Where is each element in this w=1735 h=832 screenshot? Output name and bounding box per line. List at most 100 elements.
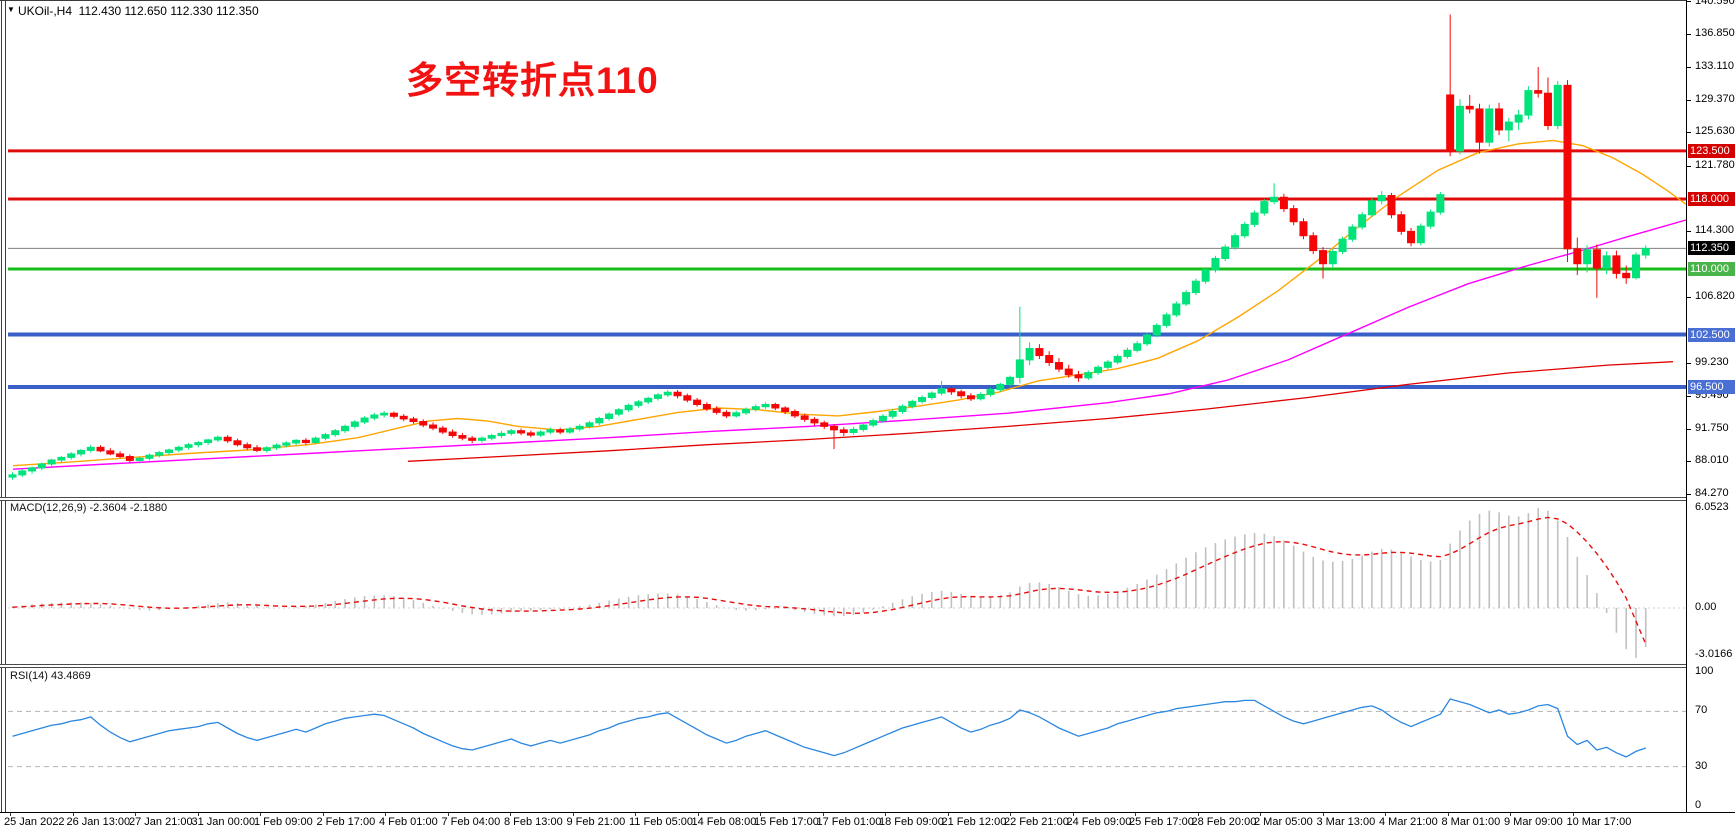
time-tick-mark (260, 813, 261, 816)
candle-body (164, 449, 173, 454)
candle-body (1495, 108, 1504, 131)
price-tick-label: 136.850 (1695, 27, 1735, 40)
price-tick-mark (1687, 428, 1691, 430)
time-axis[interactable]: 25 Jan 2022 26 Jan 13:00 27 Jan 21:00 31 Ja… (0, 812, 1735, 832)
time-tick-mark (72, 813, 74, 816)
macd-panel-canvas[interactable] (8, 500, 1686, 659)
time-tick-mark (385, 813, 386, 816)
time-tick-mark (197, 813, 199, 816)
candle-body (1142, 334, 1151, 345)
price-tick-mark (1687, 66, 1691, 68)
time-tick-mark (1385, 813, 1386, 816)
candle-body (1211, 257, 1220, 271)
candle-body (1103, 361, 1112, 368)
candle-body (1035, 348, 1044, 357)
candle-body (1387, 195, 1396, 216)
candle-body (213, 436, 222, 441)
candle-body (546, 429, 555, 433)
time-tick-mark (697, 813, 699, 816)
time-axis-label: 26 Jan 13:00 (66, 816, 131, 828)
chart-title: UKOil-,H4 112.430 112.650 112.330 112.35… (18, 4, 259, 18)
candle-body (37, 463, 46, 469)
rsi-panel-canvas[interactable] (8, 668, 1686, 810)
candle-body (849, 428, 858, 433)
candle-body (311, 437, 320, 444)
candle-body (556, 429, 565, 433)
candle-body (1191, 280, 1200, 294)
candle-body (888, 410, 897, 417)
candle-body (1465, 105, 1474, 110)
candle-body (448, 431, 457, 437)
price-tick-mark (1687, 363, 1691, 365)
candle-body (947, 388, 956, 393)
price-tick-label: 91.750 (1695, 421, 1729, 434)
candle-body (1631, 254, 1640, 279)
price-tick-label: 114.300 (1695, 224, 1734, 237)
candle-body (800, 415, 809, 420)
candle-body (86, 446, 95, 451)
candle-body (272, 444, 281, 449)
candle-body (1289, 208, 1298, 223)
macd-indicator-label: MACD(12,26,9) -2.3604 -2.1880 (10, 502, 168, 514)
price-tick-label: 84.270 (1695, 486, 1729, 499)
panel-divider-macd[interactable] (0, 497, 1735, 501)
price-tick-mark (1687, 34, 1691, 36)
symbol-dropdown-icon[interactable]: ▼ (7, 5, 15, 14)
time-tick-mark (760, 813, 761, 816)
candle-body (1025, 348, 1034, 361)
time-axis-label: 27 Jan 21:00 (129, 816, 193, 828)
main-chart-canvas[interactable] (8, 0, 1687, 497)
time-tick-mark (1447, 813, 1449, 816)
time-tick-mark (1260, 813, 1261, 816)
time-axis-label: 8 Mar 01:00 (1441, 816, 1501, 828)
candle-body (8, 474, 17, 478)
candle-body (1348, 226, 1357, 240)
candle-body (194, 442, 203, 446)
candle-body (732, 412, 741, 417)
level-price-label: 102.500 (1688, 327, 1735, 342)
candle-body (477, 437, 486, 441)
candle-body (18, 470, 27, 476)
candle-body (1592, 249, 1601, 269)
macd-axis-label: -3.0166 (1695, 648, 1733, 660)
candle-body (341, 425, 350, 432)
candle-body (1641, 247, 1650, 256)
candle-body (1543, 92, 1552, 127)
time-axis-label: 17 Feb 01:00 (816, 816, 882, 828)
candle-body (1563, 84, 1572, 250)
candle-body (810, 418, 819, 424)
candle-body (360, 417, 369, 423)
time-axis-label: 10 Mar 17:00 (1566, 816, 1632, 828)
candle-body (1475, 108, 1484, 143)
candle-body (536, 431, 545, 436)
price-axis[interactable]: 140.590 136.850 133.110 129.370 125.630 121.7… (1686, 0, 1735, 812)
level-price-label: 123.500 (1688, 143, 1735, 158)
candle-body (125, 456, 134, 461)
candle-body (839, 429, 848, 433)
rsi-indicator-label: RSI(14) 43.4869 (10, 670, 91, 682)
candle-body (487, 435, 496, 439)
candle-body (996, 383, 1005, 391)
candle-body (742, 408, 750, 414)
time-axis-label: 1 Feb 09:00 (254, 816, 313, 828)
candle-body (898, 405, 907, 412)
candle-body (1358, 214, 1367, 228)
panel-divider-rsi[interactable] (0, 664, 1735, 668)
candle-body (135, 457, 144, 461)
time-axis-label: 25 Feb 17:00 (1129, 816, 1194, 828)
candle-body (869, 420, 878, 426)
candle-body (1279, 196, 1288, 210)
candle-body (67, 453, 76, 458)
window-left-inner-border (5, 0, 6, 831)
candle-body (1250, 212, 1259, 225)
price-tick-label: 125.630 (1695, 125, 1735, 138)
time-axis-label: 9 Feb 21:00 (566, 816, 626, 828)
candle-body (761, 403, 770, 408)
candle-body (1221, 246, 1230, 259)
candle-body (1328, 250, 1337, 265)
candle-body (301, 439, 310, 444)
candle-body (1006, 376, 1015, 385)
candle-body (1436, 194, 1445, 213)
time-tick-mark (1010, 813, 1011, 816)
time-tick-mark (1510, 813, 1511, 816)
